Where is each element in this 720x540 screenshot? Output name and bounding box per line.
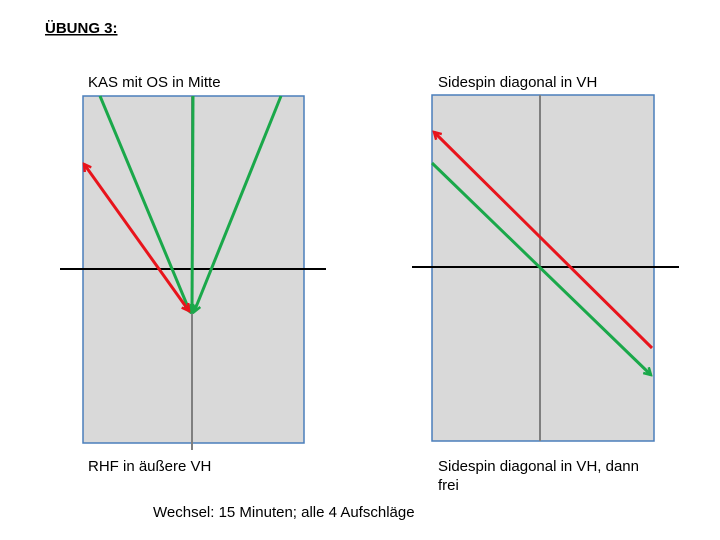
bottom-label: Sidespin diagonal in VH, dann bbox=[438, 458, 639, 475]
footer: Wechsel: 15 Minuten; alle 4 Aufschläge bbox=[153, 504, 415, 521]
red-arrow bbox=[84, 164, 189, 311]
title: ÜBUNG 3: bbox=[45, 20, 118, 37]
bottom-label: RHF in äußere VH bbox=[88, 458, 211, 475]
top-label: KAS mit OS in Mitte bbox=[88, 74, 221, 91]
table-right: Sidespin diagonal in VH Sidespin diagona… bbox=[412, 74, 679, 494]
green-arrow bbox=[430, 161, 651, 375]
red-arrow bbox=[434, 132, 654, 350]
bottom-label: frei bbox=[438, 477, 459, 494]
green-arrow bbox=[192, 95, 193, 312]
top-label: Sidespin diagonal in VH bbox=[438, 74, 597, 91]
table-left: KAS mit OS in Mitte RHF in äußere VH bbox=[60, 74, 326, 475]
green-arrow bbox=[194, 95, 283, 312]
